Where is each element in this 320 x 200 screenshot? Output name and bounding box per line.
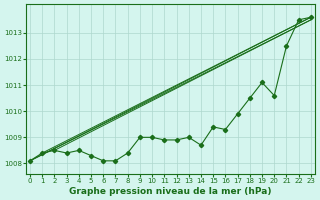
X-axis label: Graphe pression niveau de la mer (hPa): Graphe pression niveau de la mer (hPa) <box>69 187 272 196</box>
